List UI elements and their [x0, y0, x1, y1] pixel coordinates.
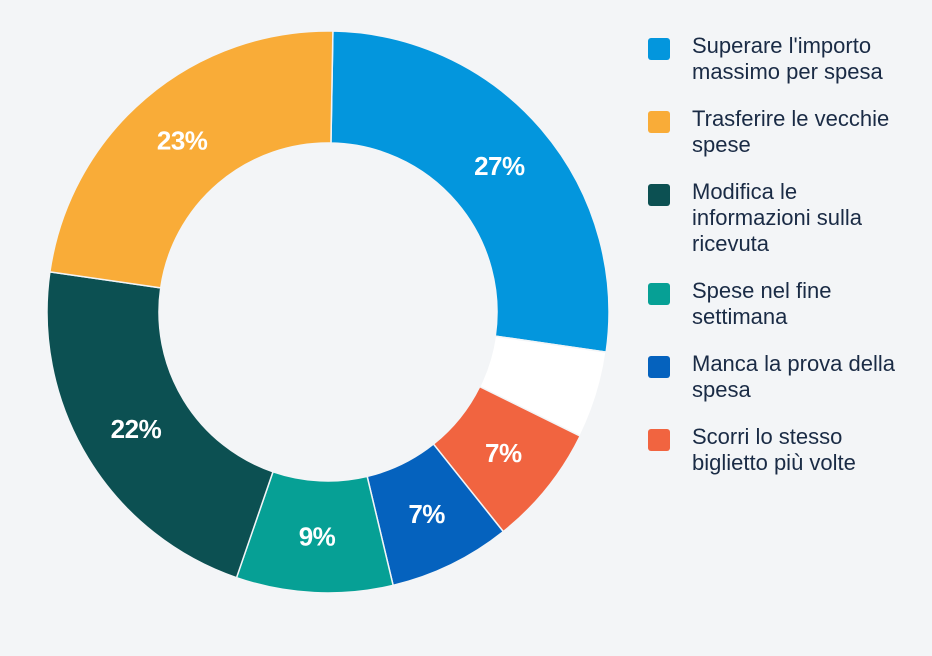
legend-swatch: [648, 111, 670, 133]
legend-item-trasferire-spese: Trasferire le vecchie spese: [648, 106, 918, 158]
legend-item-modifica-ricevuta: Modifica le informazioni sulla ricevuta: [648, 179, 918, 257]
legend-item-superare-importo: Superare l'importo massimo per spesa: [648, 33, 918, 85]
donut-slice-22pct: [46, 271, 274, 579]
donut-slice-labels: 27% 5% 7% 7% 9% 22% 23%: [111, 126, 562, 552]
legend-swatch: [648, 38, 670, 60]
donut-slices: [46, 30, 610, 594]
donut-slice-23pct: [49, 30, 334, 289]
slice-value-label: 5%: [525, 364, 562, 394]
slice-value-label: 7%: [485, 438, 522, 468]
legend-label: Spese nel fine settimana: [692, 278, 832, 329]
donut-slice-27pct: [330, 30, 610, 353]
legend-item-spese-weekend: Spese nel fine settimana: [648, 278, 918, 330]
slice-value-label: 22%: [111, 414, 162, 444]
legend-label: Superare l'importo massimo per spesa: [692, 33, 883, 84]
legend-swatch: [648, 356, 670, 378]
chart-legend: Superare l'importo massimo per spesa Tra…: [648, 33, 918, 497]
legend-label: Manca la prova della spesa: [692, 351, 896, 402]
slice-value-label: 27%: [474, 151, 525, 181]
legend-label: Trasferire le vecchie spese: [692, 106, 890, 157]
legend-swatch: [648, 429, 670, 451]
slice-value-label: 9%: [299, 522, 336, 552]
legend-item-manca-prova: Manca la prova della spesa: [648, 351, 918, 403]
slice-value-label: 23%: [157, 126, 208, 156]
legend-item-scorri-biglietto: Scorri lo stesso biglietto più volte: [648, 424, 918, 476]
legend-label: Scorri lo stesso biglietto più volte: [692, 424, 856, 475]
legend-label: Modifica le informazioni sulla ricevuta: [692, 179, 862, 256]
legend-swatch: [648, 184, 670, 206]
legend-swatch: [648, 283, 670, 305]
slice-value-label: 7%: [408, 499, 445, 529]
